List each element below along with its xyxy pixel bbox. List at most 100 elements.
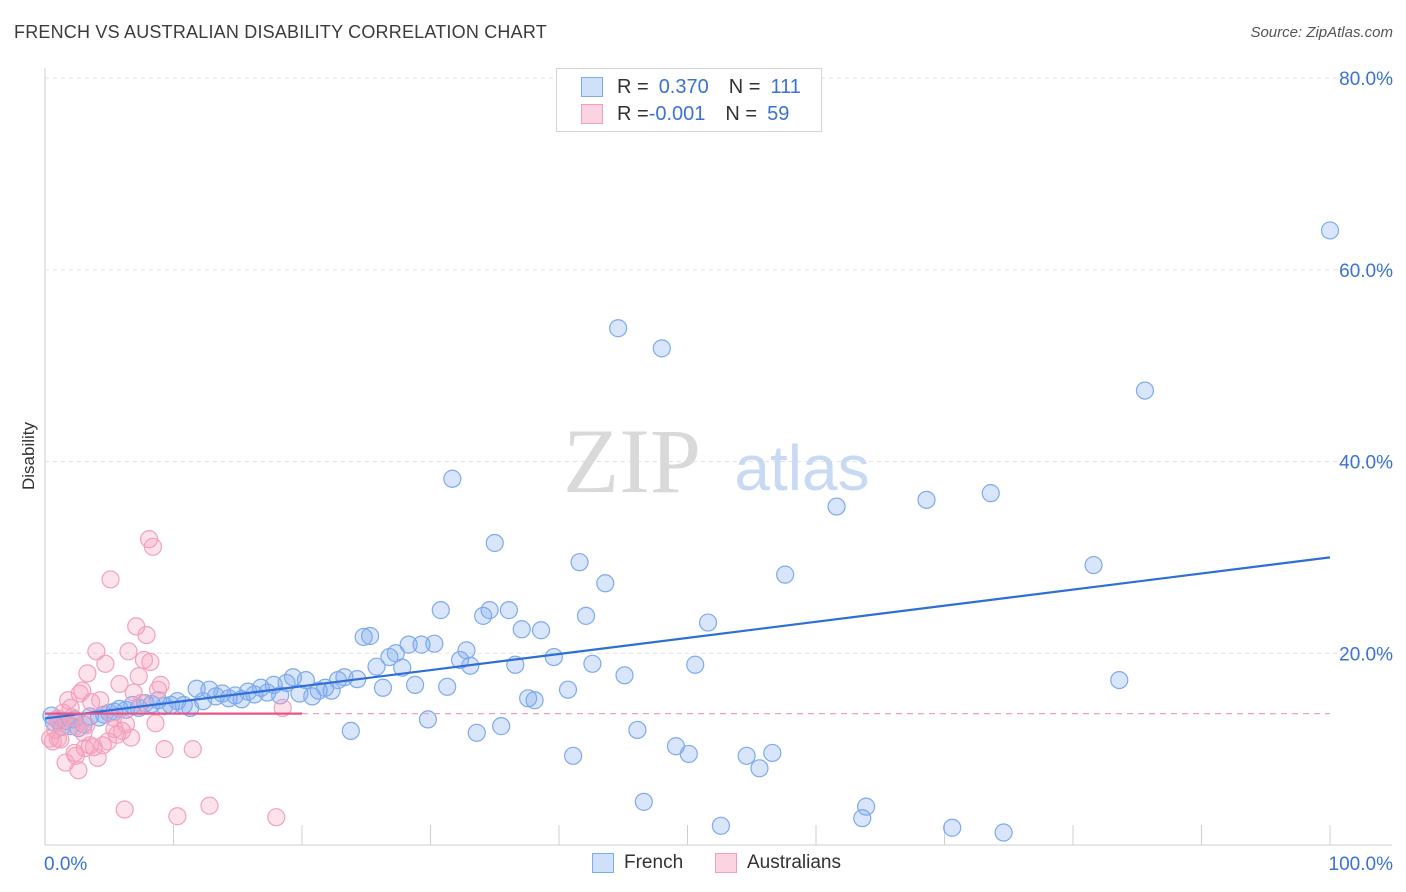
french-point (737, 746, 756, 765)
legend-item-french[interactable]: French (592, 852, 683, 874)
french-point (981, 484, 1000, 503)
french-point (512, 620, 531, 639)
australians-point (82, 693, 101, 712)
australians-point (151, 675, 170, 694)
french-point (827, 497, 846, 516)
legend-item-australians[interactable]: Australians (715, 852, 841, 874)
y-tick-label: 20.0% (1339, 644, 1393, 665)
french-point (519, 689, 538, 708)
french-trend-line (44, 556, 1331, 720)
french-point (393, 658, 412, 677)
legend-swatch-australians (581, 104, 603, 124)
australians-point (69, 761, 88, 780)
french-point (570, 553, 589, 572)
french-point (1110, 670, 1129, 690)
french-point (457, 641, 476, 660)
french-point (853, 809, 872, 828)
australians-point (168, 807, 187, 826)
french-point (412, 635, 431, 654)
french-point (341, 721, 360, 741)
y-tick-label: 80.0% (1339, 69, 1393, 90)
french-point (596, 574, 615, 593)
watermark-atlas: atlas (734, 432, 869, 504)
australians-point (48, 729, 67, 748)
legend-r-value: 0.370 (658, 75, 709, 98)
australians-point (183, 740, 202, 759)
french-point (711, 816, 731, 835)
french-point (1084, 555, 1103, 575)
french-point (438, 677, 457, 696)
y-tick-label: 60.0% (1339, 261, 1393, 282)
french-point (1320, 221, 1340, 240)
french-point (499, 601, 518, 620)
australians-point (146, 714, 165, 733)
australians-point (119, 642, 138, 661)
x-tick-label: 0.0% (44, 854, 87, 875)
australians-point (155, 740, 174, 759)
australians-point (78, 664, 97, 683)
legend-r-label: R = (617, 75, 649, 98)
french-point (485, 533, 504, 553)
australians-point (77, 716, 96, 735)
legend-swatch-french (581, 77, 603, 97)
australians-point (91, 691, 110, 710)
french-point (564, 746, 583, 765)
french-point (917, 490, 936, 509)
australians-point (116, 715, 136, 734)
australians-point (132, 694, 151, 713)
french-point (943, 818, 962, 837)
french-point (443, 469, 462, 488)
legend-row-french: R = 0.370 N = 111 (581, 75, 801, 99)
legend-n-label: N = (725, 102, 758, 125)
french-point (354, 627, 373, 647)
french-point (583, 654, 602, 673)
french-point (373, 678, 393, 697)
french-point (750, 759, 769, 778)
australians-point (110, 674, 129, 694)
french-point (652, 339, 671, 358)
french-point (679, 744, 698, 764)
australians-point (148, 680, 168, 699)
french-point (558, 680, 578, 699)
grid-lines (45, 77, 1392, 654)
australians-point (129, 667, 148, 686)
australians-point (101, 570, 120, 589)
french-point (544, 647, 563, 667)
y-tick-label: 40.0% (1339, 453, 1393, 474)
y-axis-label: Disability (19, 421, 38, 490)
legend-swatch-french (592, 853, 614, 873)
french-point (628, 720, 647, 740)
australians-point (87, 642, 106, 661)
french-point (480, 601, 499, 620)
australians-point (61, 698, 80, 717)
french-point (698, 613, 718, 632)
legend-n-value: 111 (770, 75, 801, 98)
french-point (763, 743, 782, 763)
french-point (450, 650, 470, 670)
australians-point (134, 650, 154, 670)
french-point (367, 657, 386, 676)
french-point (531, 621, 551, 640)
french-point (399, 635, 418, 654)
legend-r-value: -0.001 (648, 102, 706, 125)
australians-point (75, 739, 94, 758)
australians-point (200, 796, 219, 815)
french-point (615, 666, 634, 685)
legend-label-french: French (624, 852, 684, 873)
legend-n-label: N = (728, 75, 761, 98)
legend-n-value: 59 (767, 102, 790, 125)
french-point (857, 797, 876, 816)
french-point (525, 691, 544, 710)
french-point (431, 601, 450, 620)
source-label: Source: ZipAtlas.com (1250, 24, 1393, 41)
trend-lines (44, 556, 1331, 720)
australians-point (137, 625, 156, 645)
french-point (361, 626, 380, 646)
australians-point (115, 800, 134, 819)
french-point (1135, 381, 1155, 400)
french-point (405, 675, 425, 694)
chart-title: FRENCH VS AUSTRALIAN DISABILITY CORRELAT… (14, 22, 547, 42)
australians-point (267, 808, 286, 827)
legend-r-label: R = (617, 102, 649, 125)
